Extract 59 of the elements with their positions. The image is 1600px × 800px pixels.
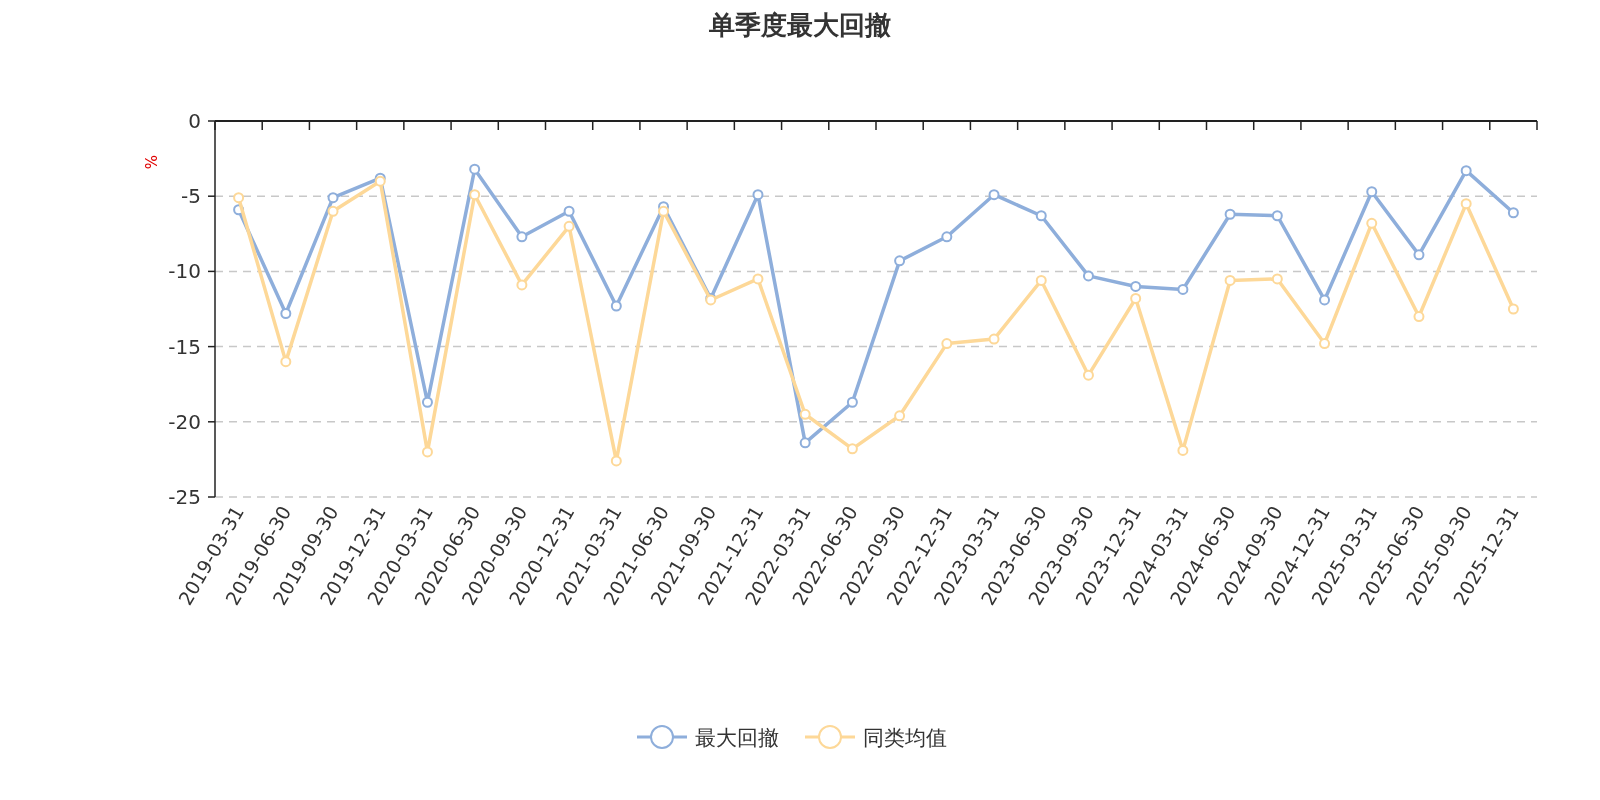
point <box>1507 207 1519 219</box>
legend-label: 同类均值 <box>863 726 947 750</box>
point <box>1271 210 1283 222</box>
point <box>1130 292 1142 304</box>
point <box>327 192 339 204</box>
point <box>846 443 858 455</box>
point <box>563 205 575 217</box>
point <box>799 408 811 420</box>
point <box>280 356 292 368</box>
y-tick-label: -15 <box>168 334 201 359</box>
point <box>941 338 953 350</box>
point <box>516 279 528 291</box>
point <box>988 189 1000 201</box>
point <box>1460 198 1472 210</box>
point <box>469 163 481 175</box>
point <box>610 300 622 312</box>
point <box>280 308 292 320</box>
point <box>327 205 339 217</box>
point <box>563 220 575 232</box>
y-tick-label: -20 <box>168 409 201 434</box>
y-tick-label: -5 <box>181 184 201 209</box>
point <box>658 205 670 217</box>
point <box>1460 165 1472 177</box>
point <box>1271 273 1283 285</box>
point <box>1177 283 1189 295</box>
point <box>1366 186 1378 198</box>
y-tick-label: 0 <box>188 109 201 133</box>
point <box>421 446 433 458</box>
point <box>988 333 1000 345</box>
point <box>1413 311 1425 323</box>
point <box>1130 280 1142 292</box>
point <box>1319 338 1331 350</box>
point <box>1366 217 1378 229</box>
y-axis-title: % <box>143 154 161 170</box>
point <box>846 396 858 408</box>
point <box>421 396 433 408</box>
chart-title: 单季度最大回撤 <box>708 10 891 40</box>
point <box>1507 303 1519 315</box>
point <box>752 273 764 285</box>
point <box>894 410 906 422</box>
point <box>516 231 528 243</box>
point <box>894 255 906 267</box>
point <box>1224 208 1236 220</box>
point <box>799 437 811 449</box>
point <box>941 231 953 243</box>
point <box>1082 369 1094 381</box>
y-tick-label: -25 <box>168 485 201 509</box>
point <box>610 455 622 467</box>
y-tick-label: -10 <box>168 259 201 284</box>
point <box>1413 249 1425 261</box>
legend-label: 最大回撤 <box>695 726 779 750</box>
point <box>1035 274 1047 286</box>
point <box>1224 274 1236 286</box>
point <box>752 189 764 201</box>
point <box>469 189 481 201</box>
point <box>1319 294 1331 306</box>
point <box>233 192 245 204</box>
point <box>1082 270 1094 282</box>
point <box>1035 210 1047 222</box>
